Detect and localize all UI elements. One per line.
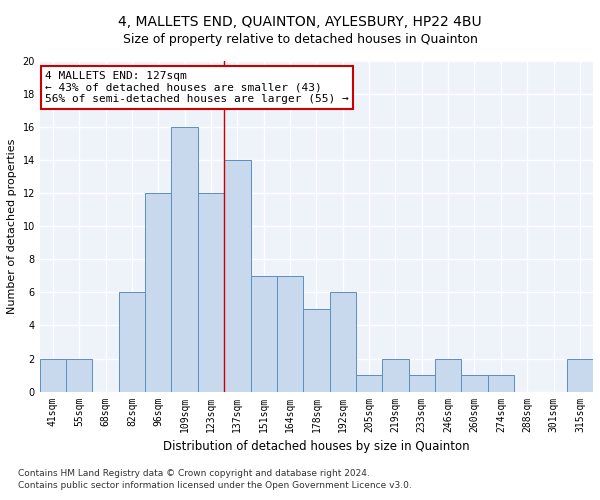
Bar [198,193,224,392]
Text: 4, MALLETS END, QUAINTON, AYLESBURY, HP22 4BU: 4, MALLETS END, QUAINTON, AYLESBURY, HP2… [118,15,482,29]
Bar [461,375,488,392]
Text: Size of property relative to detached houses in Quainton: Size of property relative to detached ho… [122,32,478,46]
Bar [488,375,514,392]
Bar [251,276,277,392]
Text: Contains public sector information licensed under the Open Government Licence v3: Contains public sector information licen… [18,481,412,490]
Y-axis label: Number of detached properties: Number of detached properties [7,138,17,314]
Bar [277,276,303,392]
Bar [40,358,66,392]
Bar [409,375,435,392]
Bar [329,292,356,392]
Bar [172,127,198,392]
Bar [119,292,145,392]
Bar [435,358,461,392]
Bar [145,193,172,392]
Bar [382,358,409,392]
Bar [224,160,251,392]
Text: Contains HM Land Registry data © Crown copyright and database right 2024.: Contains HM Land Registry data © Crown c… [18,468,370,477]
X-axis label: Distribution of detached houses by size in Quainton: Distribution of detached houses by size … [163,440,470,453]
Bar [66,358,92,392]
Bar [303,309,329,392]
Text: 4 MALLETS END: 127sqm
← 43% of detached houses are smaller (43)
56% of semi-deta: 4 MALLETS END: 127sqm ← 43% of detached … [45,71,349,104]
Bar [356,375,382,392]
Bar [567,358,593,392]
